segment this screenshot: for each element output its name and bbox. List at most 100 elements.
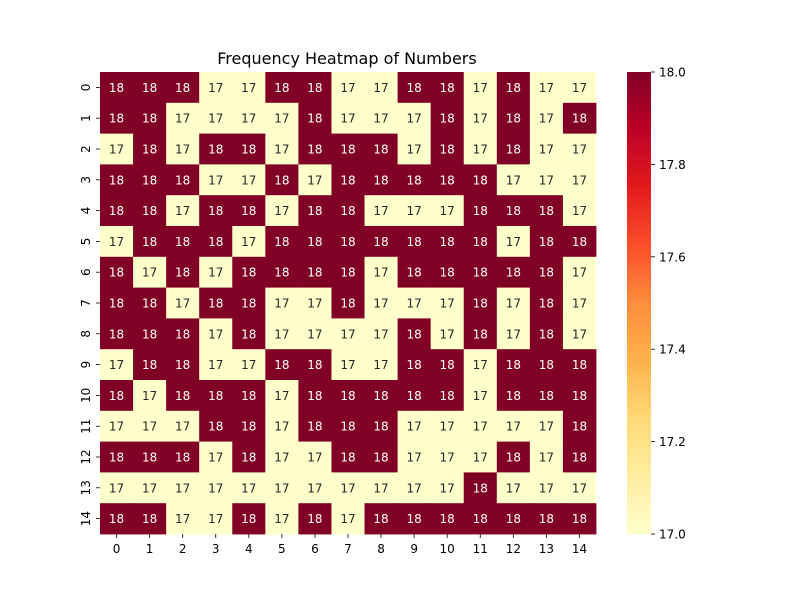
heatmap-cell bbox=[232, 195, 266, 227]
cell-value-label: 17 bbox=[274, 297, 289, 311]
cell-value-label: 17 bbox=[473, 389, 488, 403]
cell-value-label: 18 bbox=[241, 143, 256, 157]
cell-value-label: 18 bbox=[506, 81, 521, 95]
cell-value-label: 17 bbox=[208, 512, 223, 526]
cell-value-label: 17 bbox=[208, 266, 223, 280]
cell-value-label: 18 bbox=[208, 204, 223, 218]
cell-value-label: 18 bbox=[406, 327, 421, 341]
cell-value-label: 18 bbox=[473, 327, 488, 341]
cell-value-label: 18 bbox=[274, 173, 289, 187]
heatmap-cell bbox=[166, 256, 200, 288]
cell-value-label: 17 bbox=[307, 481, 322, 495]
heatmap-cell bbox=[298, 472, 332, 504]
heatmap-cell bbox=[331, 164, 365, 196]
cell-value-label: 17 bbox=[373, 81, 388, 95]
cell-value-label: 17 bbox=[373, 297, 388, 311]
heatmap-cell bbox=[529, 72, 564, 104]
cell-value-label: 18 bbox=[473, 512, 488, 526]
heatmap-cell bbox=[364, 287, 398, 319]
cell-value-label: 18 bbox=[473, 235, 488, 249]
cell-value-label: 17 bbox=[208, 481, 223, 495]
cell-value-label: 17 bbox=[142, 266, 157, 280]
heatmap-cell bbox=[298, 72, 332, 104]
heatmap-cell bbox=[463, 226, 498, 258]
cell-value-label: 18 bbox=[142, 81, 157, 95]
heatmap-cell bbox=[430, 472, 465, 504]
heatmap-cell bbox=[331, 102, 365, 134]
heatmap-cell bbox=[298, 380, 332, 412]
heatmap-cell bbox=[199, 380, 233, 412]
heatmap-cell bbox=[529, 164, 564, 196]
heatmap-cell bbox=[463, 102, 498, 134]
heatmap-cell bbox=[463, 410, 498, 442]
cell-value-label: 17 bbox=[373, 481, 388, 495]
heatmap-cell bbox=[364, 133, 398, 165]
heatmap-cell bbox=[298, 256, 332, 288]
heatmap-cell bbox=[166, 133, 200, 165]
heatmap-cell bbox=[265, 287, 299, 319]
cell-value-label: 17 bbox=[406, 112, 421, 126]
x-axis: 0 1 2 3 4 5 6 7 8 9 10 11 12 13 14 bbox=[113, 534, 587, 556]
cell-value-label: 18 bbox=[274, 358, 289, 372]
cell-value-label: 17 bbox=[307, 173, 322, 187]
cell-value-label: 17 bbox=[175, 204, 190, 218]
heatmap-cell bbox=[100, 133, 134, 165]
cell-value-label: 17 bbox=[208, 173, 223, 187]
cell-value-label: 17 bbox=[142, 389, 157, 403]
cell-value-label: 18 bbox=[572, 112, 587, 126]
heatmap-cell bbox=[364, 102, 398, 134]
heatmap-cell bbox=[331, 72, 365, 104]
cell-value-label: 17 bbox=[572, 327, 587, 341]
cell-value-label: 17 bbox=[572, 204, 587, 218]
cell-value-label: 17 bbox=[208, 112, 223, 126]
x-tick-label: 13 bbox=[539, 542, 554, 556]
heatmap-cell bbox=[430, 102, 465, 134]
heatmap-cell bbox=[100, 164, 134, 196]
cell-value-label: 18 bbox=[109, 389, 124, 403]
heatmap-cell bbox=[562, 410, 597, 442]
heatmap-cell bbox=[529, 133, 564, 165]
cell-value-label: 17 bbox=[373, 112, 388, 126]
cell-value-label: 18 bbox=[109, 81, 124, 95]
heatmap-cell bbox=[397, 287, 432, 319]
cell-value-label: 18 bbox=[539, 235, 554, 249]
heatmap-cell bbox=[199, 226, 233, 258]
cell-value-label: 18 bbox=[340, 297, 355, 311]
heatmap-cell bbox=[496, 503, 531, 535]
heatmap-cell bbox=[496, 226, 531, 258]
cell-value-label: 17 bbox=[506, 235, 521, 249]
x-tick-label: 2 bbox=[179, 542, 187, 556]
heatmap-cell bbox=[430, 410, 465, 442]
heatmap-cell bbox=[562, 380, 597, 412]
cell-value-label: 18 bbox=[307, 204, 322, 218]
x-tick-label: 5 bbox=[278, 542, 286, 556]
cell-value-label: 17 bbox=[572, 173, 587, 187]
heatmap-cell bbox=[529, 256, 564, 288]
heatmap-cell bbox=[100, 380, 134, 412]
heatmap-cell bbox=[364, 410, 398, 442]
cell-value-label: 18 bbox=[241, 420, 256, 434]
heatmap-cell bbox=[529, 349, 564, 381]
heatmap-cell bbox=[463, 503, 498, 535]
cell-value-label: 18 bbox=[142, 173, 157, 187]
heatmap-cell bbox=[232, 256, 266, 288]
heatmap-cell bbox=[364, 318, 398, 350]
cell-value-label: 18 bbox=[307, 112, 322, 126]
cell-value-label: 17 bbox=[440, 204, 455, 218]
heatmap-cell bbox=[331, 503, 365, 535]
heatmap-cell bbox=[232, 380, 266, 412]
heatmap-cell bbox=[265, 256, 299, 288]
cell-value-label: 18 bbox=[473, 481, 488, 495]
heatmap-cell bbox=[463, 133, 498, 165]
heatmap-cell bbox=[265, 164, 299, 196]
y-tick-label: 7 bbox=[79, 299, 93, 307]
colorbar-tick-label: 17.4 bbox=[659, 343, 686, 357]
cell-value-label: 18 bbox=[208, 389, 223, 403]
y-tick-label: 0 bbox=[79, 84, 93, 92]
cell-value-label: 17 bbox=[109, 143, 124, 157]
cell-value-label: 18 bbox=[241, 297, 256, 311]
heatmap-cell bbox=[232, 164, 266, 196]
heatmap-cell bbox=[430, 287, 465, 319]
cell-value-label: 18 bbox=[142, 327, 157, 341]
